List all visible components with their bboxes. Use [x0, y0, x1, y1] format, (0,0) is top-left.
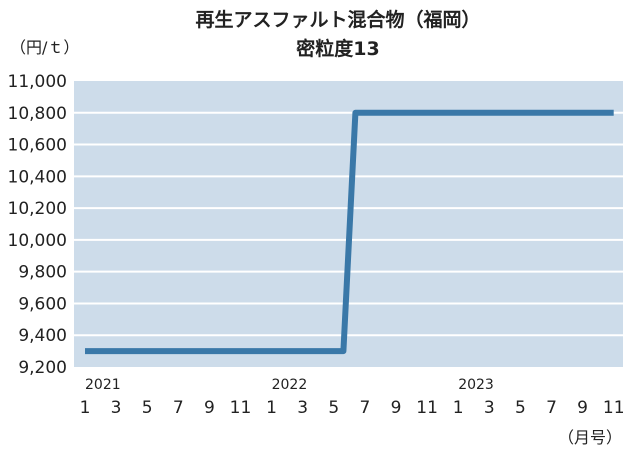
y-axis-ticks: 9,200 9,400 9,600 9,800 10,000 10,200 10,400 10… — [8, 72, 67, 378]
y-tick-label: 11,000 — [8, 72, 67, 92]
y-tick-label: 9,800 — [18, 263, 67, 283]
y-tick-label: 10,400 — [8, 167, 67, 187]
x-tick-label: 5 — [515, 398, 526, 418]
x-tick-label: 11 — [603, 398, 625, 418]
y-tick-label: 9,200 — [18, 358, 67, 378]
x-tick-label: 1 — [453, 398, 464, 418]
x-year-label: 2021 — [85, 377, 121, 393]
x-axis-years: 2021 2022 2023 — [85, 377, 494, 393]
x-tick-label: 9 — [204, 398, 215, 418]
x-tick-label: 9 — [391, 398, 402, 418]
x-axis-ticks: 1 3 5 7 9 11 1 3 5 7 9 11 1 3 5 7 9 11 — [80, 398, 625, 418]
x-year-label: 2022 — [272, 377, 308, 393]
x-tick-label: 5 — [142, 398, 153, 418]
chart-title: 再生アスファルト混合物（福岡） — [195, 8, 480, 31]
y-tick-label: 10,200 — [8, 199, 67, 219]
x-tick-label: 1 — [266, 398, 277, 418]
x-tick-label: 11 — [230, 398, 252, 418]
x-tick-label: 3 — [111, 398, 122, 418]
x-tick-label: 7 — [546, 398, 557, 418]
x-tick-label: 7 — [359, 398, 370, 418]
x-tick-label: 5 — [328, 398, 339, 418]
x-tick-label: 7 — [173, 398, 184, 418]
x-tick-label: 3 — [297, 398, 308, 418]
x-tick-label: 3 — [484, 398, 495, 418]
y-axis-unit: （円/ｔ） — [10, 38, 79, 57]
chart-subtitle: 密粒度13 — [296, 37, 379, 60]
x-year-label: 2023 — [458, 377, 494, 393]
y-tick-label: 10,000 — [8, 231, 67, 251]
x-tick-label: 9 — [577, 398, 588, 418]
x-axis-unit: （月号） — [558, 428, 622, 447]
y-tick-label: 9,400 — [18, 326, 67, 346]
x-tick-label: 1 — [80, 398, 91, 418]
y-tick-label: 10,800 — [8, 104, 67, 124]
y-tick-label: 10,600 — [8, 136, 67, 156]
series-line — [85, 109, 614, 355]
y-tick-label: 9,600 — [18, 294, 67, 314]
x-tick-label: 11 — [416, 398, 438, 418]
